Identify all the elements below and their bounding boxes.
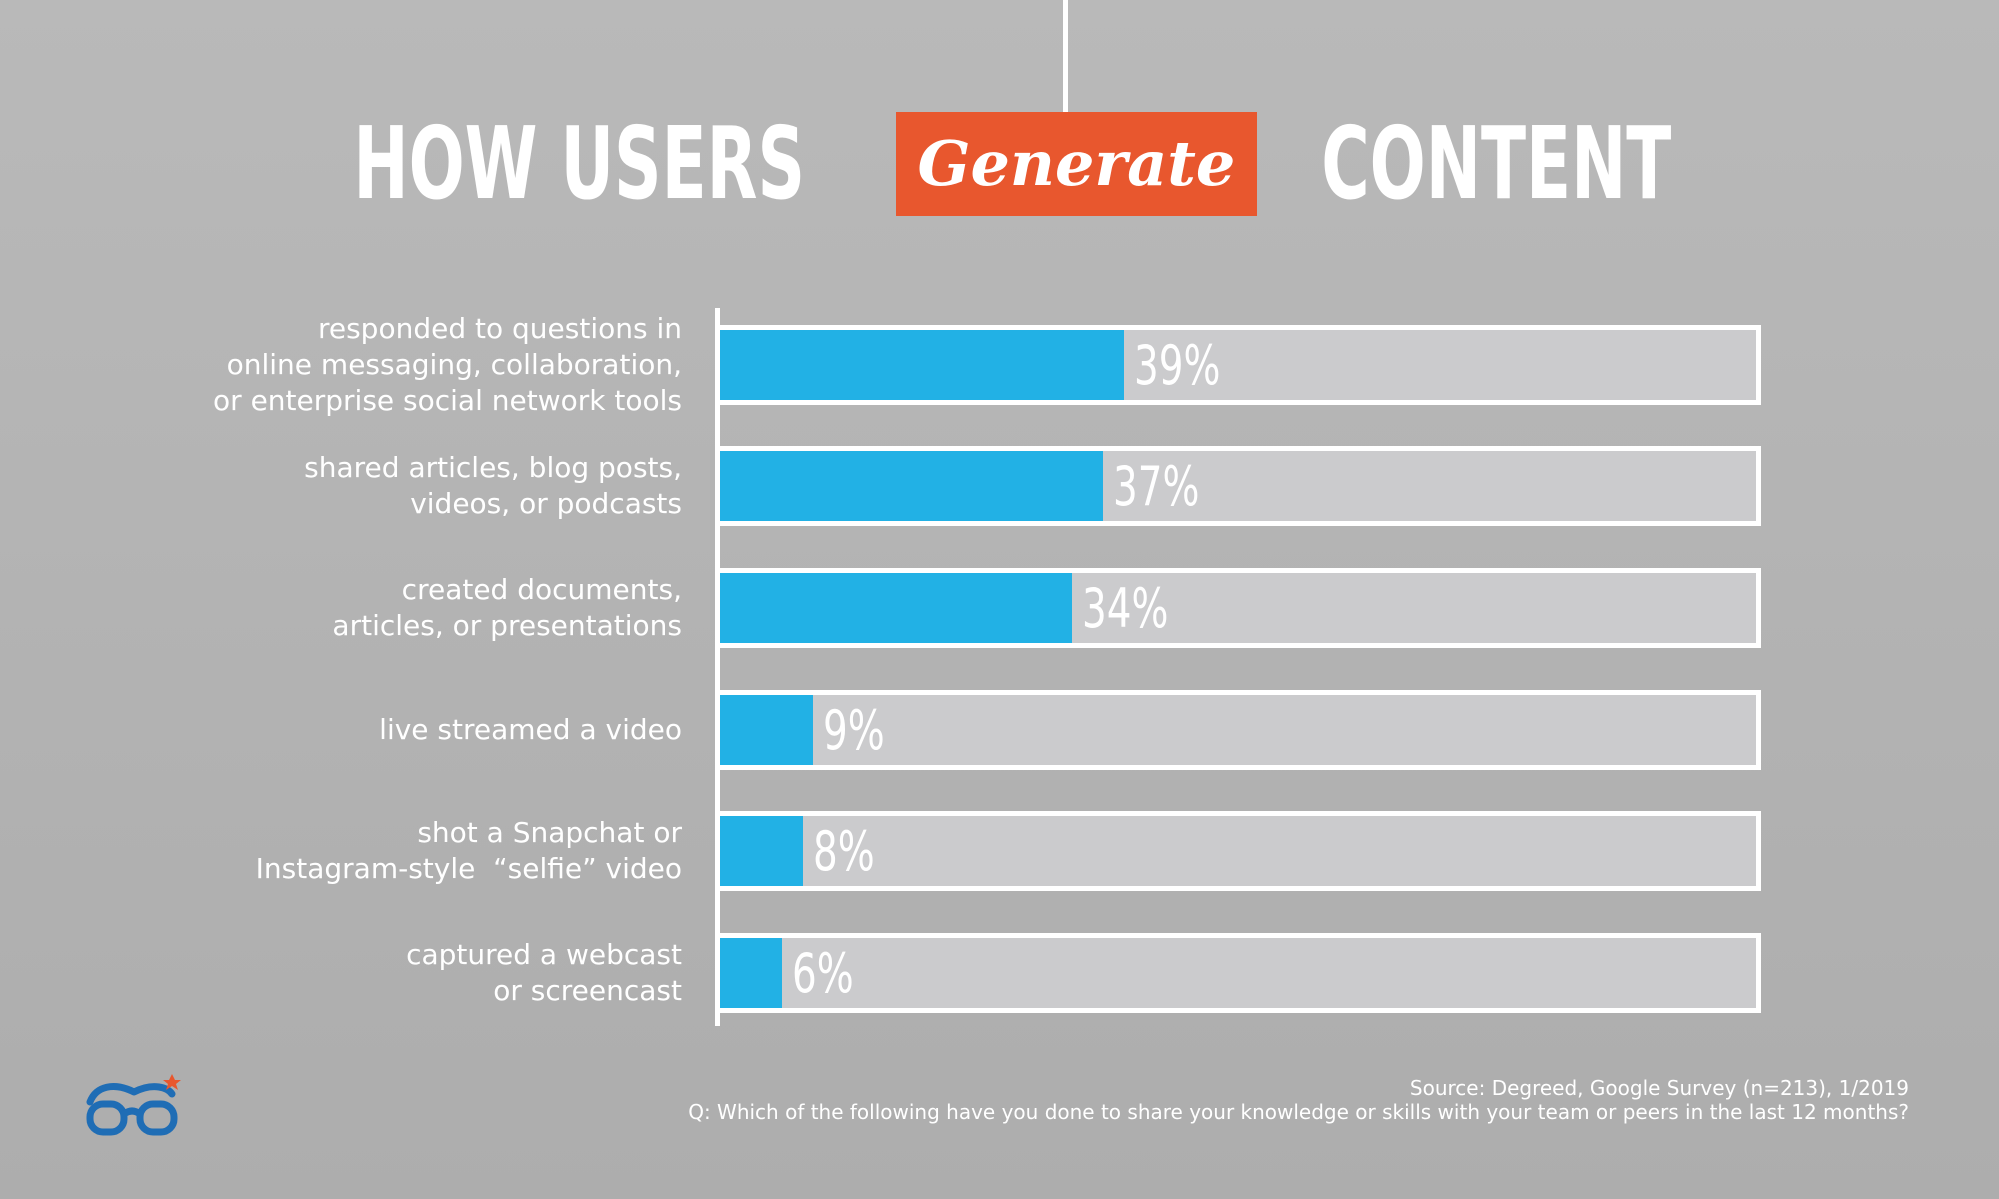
bar-track: 34% [720,568,1761,648]
bar-track: 8% [720,811,1761,891]
chart-row: responded to questions in online messagi… [0,312,1999,417]
bar [720,330,1125,400]
y-axis-line [715,308,720,1026]
survey-question: Q: Which of the following have you done … [688,1100,1909,1124]
category-label: live streamed a video [379,713,682,746]
chart-row: created documents, articles, or presenta… [0,568,1999,648]
bar [720,695,814,765]
bar [720,573,1073,643]
category-label: responded to questions in online messagi… [213,312,682,417]
bar [720,816,803,886]
data-label: 37% [1113,455,1200,518]
chart-row: captured a webcast or screencast 6% [0,933,1999,1013]
source-line: Source: Degreed, Google Survey (n=213), … [1409,1076,1909,1100]
category-label: shot a Snapchat or Instagram-style “self… [255,816,682,885]
category-label: captured a webcast or screencast [406,938,682,1007]
bar-track: 6% [720,933,1761,1013]
title-highlight: Generate [895,112,1258,216]
bar [720,938,783,1008]
chart-row: live streamed a video 9% [0,690,1999,770]
bar-track: 9% [720,690,1761,770]
category-label: created documents, articles, or presenta… [332,573,682,642]
data-label: 34% [1082,577,1169,640]
chart-row: shot a Snapchat or Instagram-style “self… [0,811,1999,891]
page-title: HOW USERS Generate CONTENT [0,112,1999,216]
bar-track: 37% [720,446,1761,526]
top-connector-line [1063,0,1068,112]
source-note: Source: Degreed, Google Survey (n=213), … [688,1076,1909,1124]
data-label: 9% [823,699,885,762]
bar [720,451,1104,521]
bar-track: 39% [720,325,1761,405]
chart-row: shared articles, blog posts, videos, or … [0,446,1999,526]
glasses-logo-icon [86,1074,181,1136]
category-label: shared articles, blog posts, videos, or … [304,451,682,520]
data-label: 39% [1134,334,1221,397]
title-left: HOW USERS [353,105,806,222]
data-label: 6% [792,942,854,1005]
title-right: CONTENT [1321,105,1672,222]
data-label: 8% [812,820,875,883]
